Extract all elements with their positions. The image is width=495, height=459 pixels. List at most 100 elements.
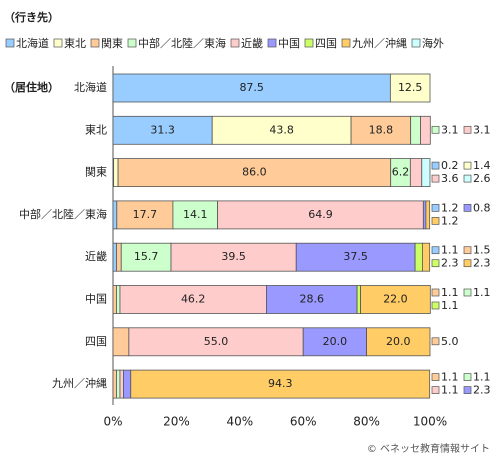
legend-swatch <box>411 38 421 48</box>
data-label: 2.3 <box>473 257 491 270</box>
bar-segment <box>112 115 213 145</box>
x-tick-label: 80% <box>353 415 380 429</box>
bar-segment <box>120 242 172 272</box>
bar-segment <box>116 285 121 314</box>
bar-segment <box>302 327 368 357</box>
outside-swatch <box>431 337 440 346</box>
data-label: 2.3 <box>473 384 491 397</box>
y-tick-label: 四国 <box>85 335 107 348</box>
bar-segment <box>170 242 297 272</box>
legend-label: 北海道 <box>16 36 49 50</box>
outside-swatch <box>463 288 472 297</box>
data-label: 20.0 <box>386 335 411 348</box>
data-label: 6.2 <box>392 166 410 179</box>
data-label: 1.2 <box>441 201 459 214</box>
legend-label: 四国 <box>315 37 337 50</box>
data-label: 2.3 <box>441 257 459 270</box>
data-label: 1.5 <box>473 244 491 257</box>
bar-segment <box>421 158 431 188</box>
data-label: 43.8 <box>269 123 294 136</box>
bar-segment <box>356 285 361 314</box>
bar-segment <box>113 158 119 188</box>
legend-swatch <box>267 38 277 48</box>
y-tick-label: 東北 <box>85 123 107 136</box>
data-label: 1.1 <box>473 286 491 299</box>
outside-swatch <box>431 125 440 134</box>
data-label: 1.1 <box>441 244 459 257</box>
data-label: 2.6 <box>473 172 491 185</box>
data-label: 3.1 <box>441 123 459 136</box>
outside-swatch <box>463 174 472 183</box>
bar-segment <box>409 158 423 188</box>
data-label: 3.1 <box>473 123 491 136</box>
data-label: 0.2 <box>441 159 459 172</box>
data-label: 18.8 <box>369 123 394 136</box>
data-label: 39.5 <box>221 250 246 263</box>
outside-swatch <box>463 259 472 268</box>
data-label: 1.1 <box>441 384 459 397</box>
legend-label: 中国 <box>278 37 300 50</box>
bar-segment <box>112 327 130 357</box>
data-label: 94.3 <box>268 377 293 390</box>
data-label: 20.0 <box>323 335 348 348</box>
outside-swatch <box>463 246 472 255</box>
data-label: 17.7 <box>133 208 158 221</box>
data-label: 86.0 <box>242 166 267 179</box>
legend-swatch <box>53 38 63 48</box>
outside-swatch <box>431 174 440 183</box>
data-label: 1.1 <box>441 371 459 384</box>
outside-swatch <box>431 204 440 212</box>
bar-segment <box>119 285 267 314</box>
y-axis-title: （居住地） <box>4 80 59 94</box>
outside-swatch <box>463 204 472 212</box>
data-label: 46.2 <box>181 293 206 306</box>
bar-segment <box>117 158 392 188</box>
legend-title: （行き先） <box>4 10 59 24</box>
bar-segment <box>128 327 304 357</box>
y-tick-label: 中国 <box>85 293 107 306</box>
data-label: 12.5 <box>398 81 423 94</box>
legend-swatch <box>5 38 15 48</box>
bar-segment <box>414 242 423 272</box>
legend-swatch <box>304 38 314 48</box>
bar-segment <box>366 327 431 357</box>
bar-segment <box>266 285 358 314</box>
bar-segment <box>116 242 122 272</box>
outside-swatch <box>431 386 440 394</box>
y-tick-label: 近畿 <box>85 249 107 263</box>
data-label: 1.1 <box>473 371 491 384</box>
y-tick-label: 中部／北陸／東海 <box>19 207 107 221</box>
legend-label: 海外 <box>422 36 444 50</box>
legend-swatch <box>127 38 137 48</box>
bar-segment <box>116 200 174 230</box>
bar-segment <box>425 200 431 230</box>
bar-segment <box>360 285 431 314</box>
bar-segment <box>217 200 424 230</box>
data-label: 3.6 <box>441 172 459 185</box>
y-tick-label: 関東 <box>85 166 107 179</box>
bar-segment <box>112 285 117 314</box>
outside-swatch <box>431 259 440 268</box>
bar-segment <box>116 369 121 399</box>
data-label: 0.8 <box>473 201 491 214</box>
legend-label: 近畿 <box>241 36 263 50</box>
bar-segment <box>112 242 117 272</box>
legend-label: 東北 <box>64 37 86 50</box>
credit: © ベネッセ教育情報サイト <box>367 442 490 455</box>
data-label: 5.0 <box>441 335 459 348</box>
bar-segment <box>295 242 416 272</box>
data-label: 14.1 <box>183 208 208 221</box>
data-label: 31.3 <box>150 123 175 136</box>
x-tick-label: 60% <box>290 415 317 429</box>
data-label: 55.0 <box>204 335 229 348</box>
legend-label: 関東 <box>101 37 123 50</box>
bar-segment <box>130 369 431 399</box>
data-label: 1.4 <box>473 159 491 172</box>
bar-segment <box>119 369 124 399</box>
y-tick-label: 北海道 <box>74 80 107 94</box>
x-tick-label: 0% <box>103 415 122 429</box>
x-tick-label: 40% <box>226 415 253 429</box>
outside-swatch <box>431 373 440 381</box>
data-label: 15.7 <box>134 250 159 263</box>
